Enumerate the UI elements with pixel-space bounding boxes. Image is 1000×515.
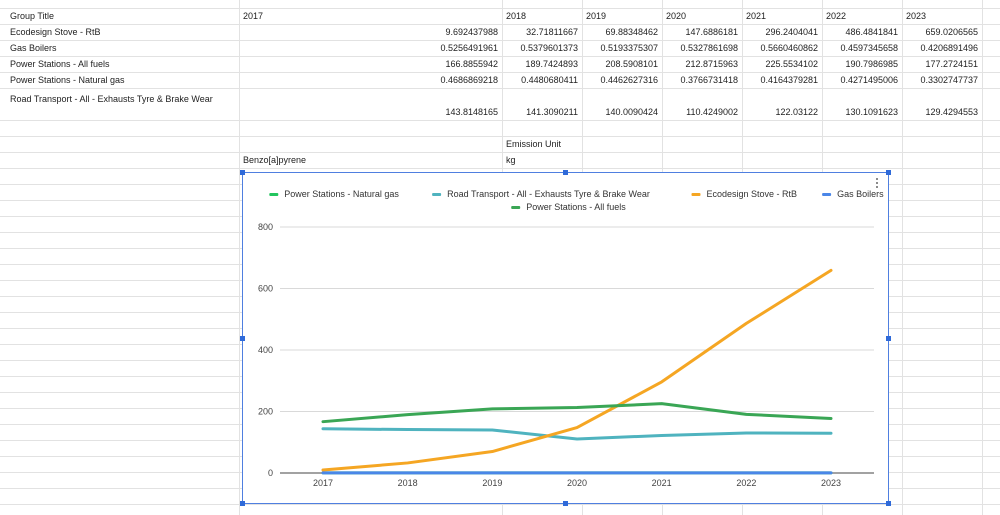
resize-handle-bottom-right[interactable] [886,501,891,506]
cell-value[interactable]: 0.4271495006 [840,75,898,85]
cell-value[interactable]: 9.692437988 [445,27,498,37]
y-tick-label: 0 [268,468,273,478]
row-power-stations-all-fuels-name[interactable]: Power Stations - All fuels [10,59,110,69]
header-year-2022[interactable]: 2022 [826,11,847,21]
x-tick-label: 2023 [821,478,841,488]
resize-handle-bottom-left[interactable] [240,501,245,506]
x-tick-label: 2021 [652,478,672,488]
chart-canvas: 0 200 400 600 800 2017 2018 2019 2020 2021 2022 202… [258,189,884,488]
header-year-2021[interactable]: 2021 [746,11,767,21]
cell-value[interactable]: 0.4597345658 [840,43,898,53]
cell-value[interactable]: 69.88348462 [605,27,658,37]
cell-value[interactable]: 0.5256491961 [440,43,498,53]
header-year-2020[interactable]: 2020 [666,11,687,21]
series-line [321,268,833,472]
legend-swatch [511,206,521,209]
cell-value[interactable]: 0.4164379281 [760,75,818,85]
y-tick-label: 400 [258,345,273,355]
cell-value[interactable]: 32.71811667 [526,27,578,37]
y-tick-label: 600 [258,284,273,294]
cell-value[interactable]: 0.3302747737 [920,75,978,85]
series-line [321,402,833,424]
resize-handle-bottom-middle[interactable] [563,501,568,506]
legend-swatch [822,193,832,196]
legend-label: Power Stations - All fuels [526,202,626,212]
cell-value[interactable]: 190.7986985 [845,59,898,69]
row-road-transport-name[interactable]: Road Transport - All - Exhausts Tyre & B… [10,94,213,104]
emission-unit-label[interactable]: Emission Unit [506,139,562,149]
legend-label: Power Stations - Natural gas [284,189,399,199]
series-line [321,427,833,441]
cell-value[interactable]: 0.5379601373 [520,43,578,53]
cell-value[interactable]: 166.8855942 [445,59,498,69]
cell-value[interactable]: 129.4294553 [925,107,978,117]
cell-value[interactable]: 0.4206891496 [920,43,978,53]
cell-value[interactable]: 0.4462627316 [600,75,658,85]
cell-value[interactable]: 0.3766731418 [680,75,738,85]
header-group-title[interactable]: Group Title [10,11,55,21]
row-ecodesign-stove-name[interactable]: Ecodesign Stove - RtB [10,27,101,37]
legend-label: Road Transport - All - Exhausts Tyre & B… [447,189,650,199]
y-tick-label: 200 [258,407,273,417]
cell-value[interactable]: 659.0206565 [925,27,978,37]
cell-value[interactable]: 0.4686869218 [440,75,498,85]
x-tick-label: 2018 [398,478,418,488]
y-tick-label: 800 [258,222,273,232]
resize-handle-top-left[interactable] [240,170,245,175]
resize-handle-middle-left[interactable] [240,336,245,341]
resize-handle-top-right[interactable] [886,170,891,175]
cell-value[interactable]: 0.5660460862 [760,43,818,53]
cell-value[interactable]: 0.5327861698 [680,43,738,53]
legend-swatch [691,193,701,196]
x-tick-label: 2019 [482,478,502,488]
x-tick-label: 2017 [313,478,333,488]
cell-value[interactable]: 296.2404041 [765,27,818,37]
header-year-2023[interactable]: 2023 [906,11,927,21]
cell-value[interactable]: 212.8715963 [685,59,738,69]
header-year-2019[interactable]: 2019 [586,11,607,21]
cell-value[interactable]: 189.7424893 [525,59,578,69]
line-chart[interactable]: 0 200 400 600 800 2017 2018 2019 2020 2021 2022 202… [242,172,889,504]
cell-value[interactable]: 177.2724151 [925,59,978,69]
cell-value[interactable]: 141.3090211 [526,107,578,117]
cell-value[interactable]: 143.8148165 [445,107,498,117]
legend-swatch [432,193,442,196]
x-tick-label: 2022 [736,478,756,488]
emission-unit-value[interactable]: kg [506,155,516,165]
cell-value[interactable]: 130.1091623 [845,107,898,117]
chart-menu-icon[interactable] [874,178,880,192]
cell-value[interactable]: 0.5193375307 [600,43,658,53]
cell-value[interactable]: 225.5534102 [765,59,818,69]
cell-value[interactable]: 110.4249002 [686,107,738,117]
pollutant-name[interactable]: Benzo[a]pyrene [243,155,307,165]
row-power-stations-natural-gas-name[interactable]: Power Stations - Natural gas [10,75,125,85]
header-year-2017[interactable]: 2017 [243,11,264,21]
cell-value[interactable]: 147.6886181 [685,27,738,37]
cell-value[interactable]: 208.5908101 [605,59,658,69]
legend-swatch [269,193,279,196]
cell-value[interactable]: 486.4841841 [845,27,898,37]
legend-label: Gas Boilers [837,189,884,199]
x-tick-label: 2020 [567,478,587,488]
cell-value[interactable]: 0.4480680411 [521,75,578,85]
row-gas-boilers-name[interactable]: Gas Boilers [10,43,57,53]
resize-handle-top-middle[interactable] [563,170,568,175]
resize-handle-middle-right[interactable] [886,336,891,341]
cell-value[interactable]: 140.0090424 [605,107,658,117]
header-year-2018[interactable]: 2018 [506,11,527,21]
cell-value[interactable]: 122.03122 [775,107,818,117]
legend-label: Ecodesign Stove - RtB [707,189,798,199]
